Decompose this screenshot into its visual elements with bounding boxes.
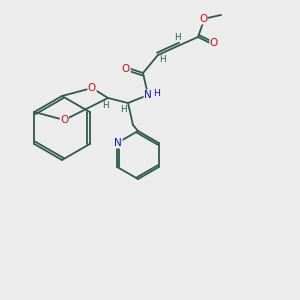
- Text: H: H: [154, 89, 160, 98]
- Text: H: H: [174, 34, 180, 43]
- Text: H: H: [102, 100, 108, 109]
- Text: H: H: [159, 56, 165, 64]
- Text: O: O: [210, 38, 218, 48]
- Text: O: O: [88, 83, 96, 93]
- Text: O: O: [122, 64, 130, 74]
- Text: O: O: [60, 115, 68, 125]
- Text: N: N: [114, 138, 122, 148]
- Text: O: O: [199, 14, 207, 24]
- Text: H: H: [120, 106, 126, 115]
- Text: N: N: [144, 90, 152, 100]
